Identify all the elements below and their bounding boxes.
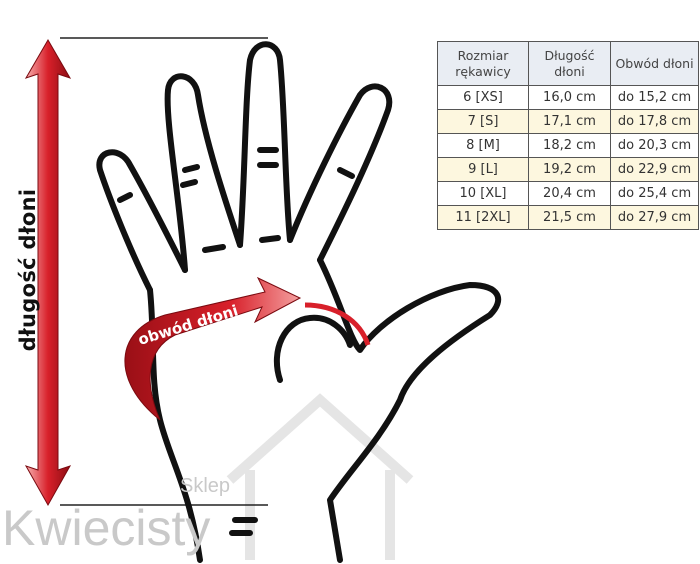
cell-size: 8 [M] bbox=[437, 133, 529, 158]
table-row: 6 [XS] 16,0 cm do 15,2 cm bbox=[437, 85, 699, 110]
cell-length: 20,4 cm bbox=[528, 181, 611, 206]
cell-size: 11 [2XL] bbox=[437, 205, 529, 230]
size-table: Rozmiar rękawicy Długość dłoni Obwód dło… bbox=[437, 41, 699, 230]
table-row: 11 [2XL] 21,5 cm do 27,9 cm bbox=[437, 205, 699, 230]
watermark-prefix: Sklep bbox=[180, 475, 231, 497]
header-circumference: Obwód dłoni bbox=[610, 41, 699, 86]
header-length: Długość dłoni bbox=[528, 41, 611, 86]
cell-length: 19,2 cm bbox=[528, 157, 611, 182]
cell-size: 9 [L] bbox=[437, 157, 529, 182]
table-row: 9 [L] 19,2 cm do 22,9 cm bbox=[437, 157, 699, 182]
cell-size: 7 [S] bbox=[437, 109, 529, 134]
watermark-house-icon bbox=[226, 393, 414, 560]
cell-circumference: do 15,2 cm bbox=[610, 85, 699, 110]
cell-circumference: do 22,9 cm bbox=[610, 157, 699, 182]
cell-length: 18,2 cm bbox=[528, 133, 611, 158]
table-row: 8 [M] 18,2 cm do 20,3 cm bbox=[437, 133, 699, 158]
watermark-brand: Kwiecisty bbox=[2, 500, 211, 556]
cell-circumference: do 27,9 cm bbox=[610, 205, 699, 230]
header-size: Rozmiar rękawicy bbox=[437, 41, 529, 86]
table-header-row: Rozmiar rękawicy Długość dłoni Obwód dło… bbox=[437, 41, 699, 86]
cell-length: 16,0 cm bbox=[528, 85, 611, 110]
cell-length: 21,5 cm bbox=[528, 205, 611, 230]
length-label: długość dłoni bbox=[16, 188, 40, 352]
table-row: 10 [XL] 20,4 cm do 25,4 cm bbox=[437, 181, 699, 206]
circumference-arrow-icon: obwód dłoni bbox=[124, 276, 371, 421]
cell-circumference: do 20,3 cm bbox=[610, 133, 699, 158]
cell-size: 6 [XS] bbox=[437, 85, 529, 110]
cell-size: 10 [XL] bbox=[437, 181, 529, 206]
cell-circumference: do 25,4 cm bbox=[610, 181, 699, 206]
cell-circumference: do 17,8 cm bbox=[610, 109, 699, 134]
cell-length: 17,1 cm bbox=[528, 109, 611, 134]
length-arrow-icon bbox=[24, 39, 72, 507]
table-row: 7 [S] 17,1 cm do 17,8 cm bbox=[437, 109, 699, 134]
